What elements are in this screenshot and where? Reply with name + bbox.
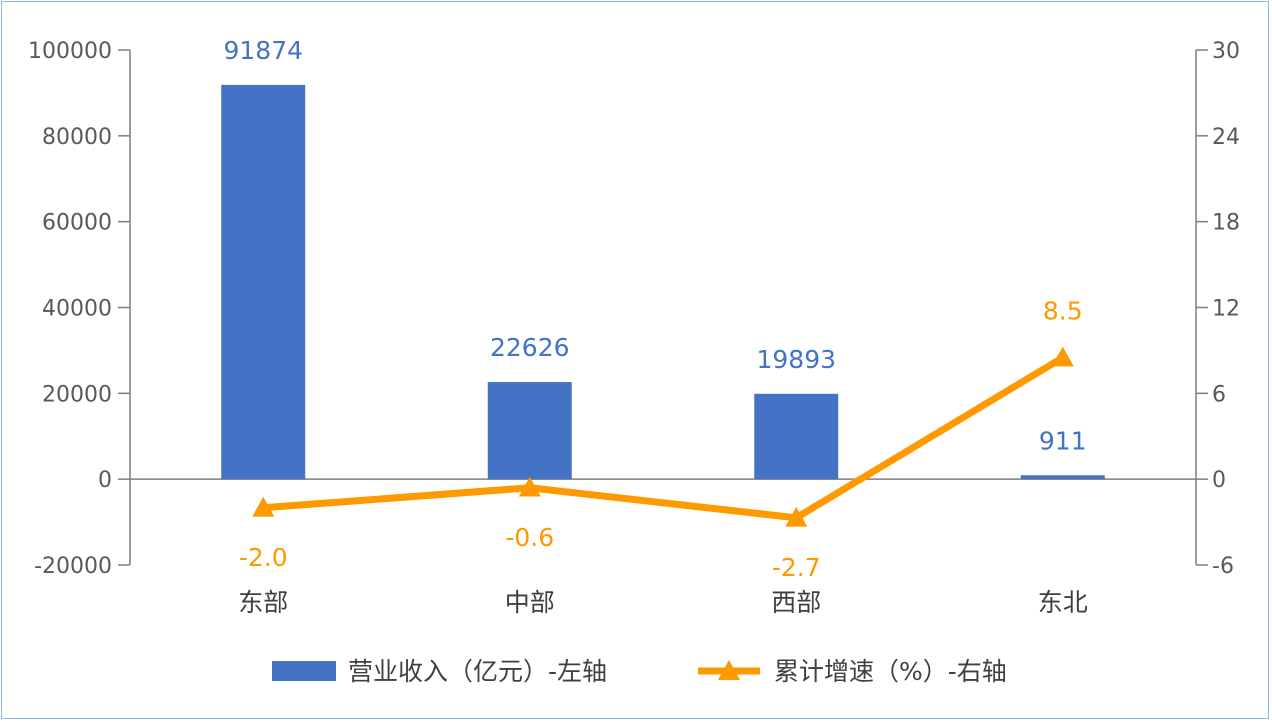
right-tick-label: 18 bbox=[1212, 211, 1240, 236]
legend-line-marker bbox=[718, 660, 740, 680]
line-point-marker bbox=[518, 476, 541, 497]
line-point-marker bbox=[252, 496, 275, 517]
legend-bar-swatch bbox=[272, 661, 336, 681]
left-tick-label: 80000 bbox=[42, 125, 112, 150]
left-tick-label: 40000 bbox=[42, 297, 112, 322]
right-tick-label: -6 bbox=[1212, 554, 1234, 579]
axes-layer: 100000 80000 60000 40000 20000 0 -20000 30 24 18 1… bbox=[28, 39, 1240, 617]
left-tick-label: -20000 bbox=[34, 554, 112, 579]
right-tick-label: 6 bbox=[1212, 382, 1226, 407]
right-tick-label: 12 bbox=[1212, 297, 1240, 322]
bar-data-label: 91874 bbox=[223, 36, 303, 65]
line-data-label: -2.0 bbox=[239, 543, 288, 572]
category-label: 东部 bbox=[238, 588, 288, 617]
legend-line-label: 累计增速（%）-右轴 bbox=[774, 657, 1007, 686]
legend-bar-label: 营业收入（亿元）-左轴 bbox=[348, 657, 607, 686]
bar bbox=[487, 382, 572, 480]
line-data-label: 8.5 bbox=[1043, 297, 1083, 326]
line-layer bbox=[252, 346, 1074, 527]
bar-data-label: 19893 bbox=[756, 345, 836, 374]
bar bbox=[1020, 475, 1105, 480]
bar-data-label: 911 bbox=[1039, 426, 1087, 455]
bar-data-label: 22626 bbox=[490, 333, 570, 362]
bar bbox=[754, 393, 839, 480]
line-point-marker bbox=[1051, 346, 1074, 367]
left-tick-label: 100000 bbox=[28, 39, 112, 64]
line-data-label: -0.6 bbox=[505, 523, 554, 552]
labels-layer: 91874 22626 19893 911 -2.0 -0.6 -2.7 8.5 bbox=[223, 36, 1086, 582]
category-label: 西部 bbox=[771, 588, 821, 617]
right-tick-label: 0 bbox=[1212, 468, 1226, 493]
line-data-label: -2.7 bbox=[772, 553, 821, 582]
series-line bbox=[262, 354, 1065, 522]
right-tick-label: 30 bbox=[1212, 39, 1240, 64]
left-tick-label: 20000 bbox=[42, 382, 112, 407]
right-tick-label: 24 bbox=[1212, 125, 1240, 150]
left-tick-label: 60000 bbox=[42, 211, 112, 236]
line-point-marker bbox=[785, 506, 808, 527]
legend: 营业收入（亿元）-左轴 累计增速（%）-右轴 bbox=[272, 657, 1007, 686]
category-label: 中部 bbox=[505, 588, 555, 617]
left-tick-label: 0 bbox=[98, 468, 112, 493]
bar bbox=[221, 84, 306, 480]
bars-layer bbox=[221, 84, 1105, 480]
category-label: 东北 bbox=[1038, 588, 1088, 617]
